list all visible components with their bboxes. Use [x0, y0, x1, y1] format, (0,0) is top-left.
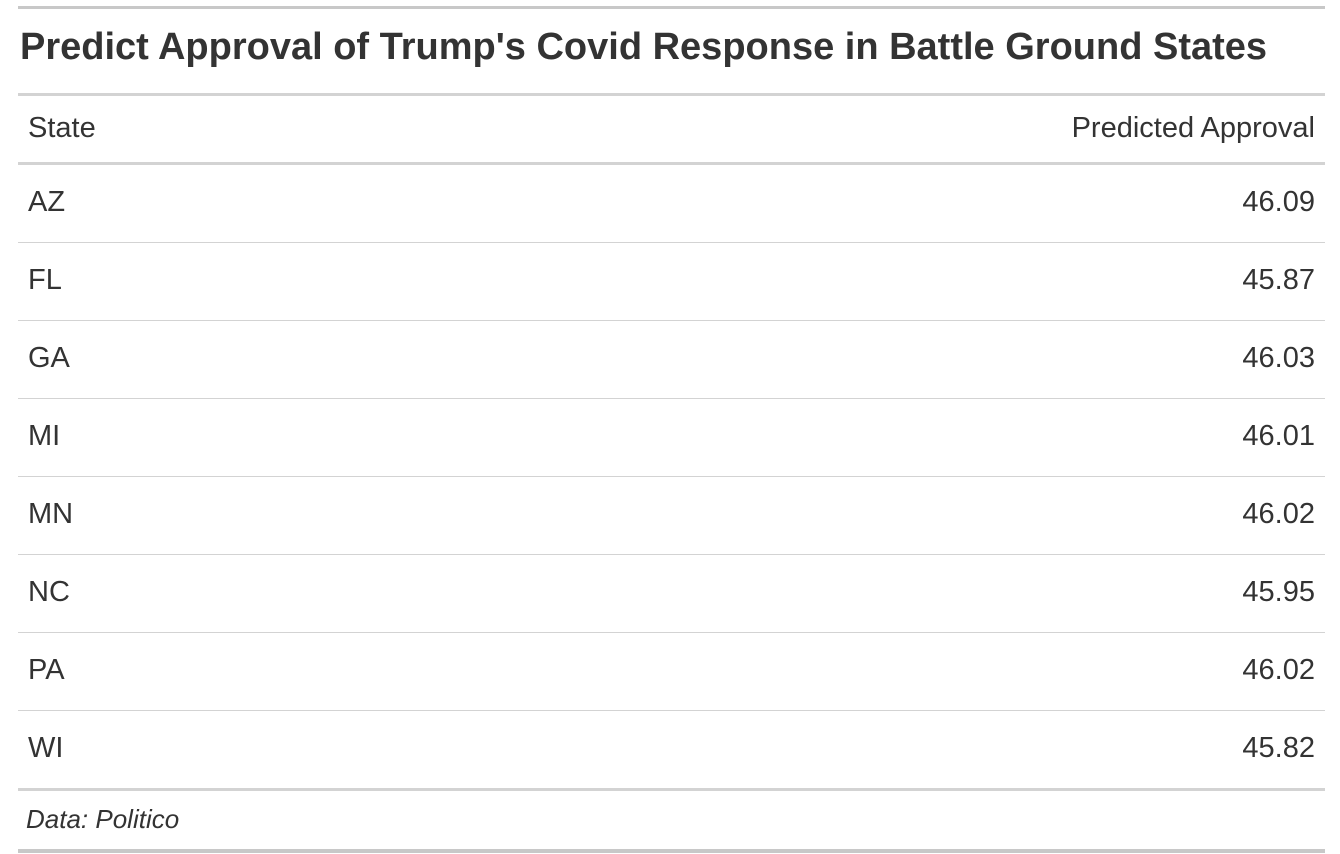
footer-border	[18, 849, 1325, 853]
state-cell: MI	[28, 420, 61, 452]
state-cell: FL	[28, 264, 62, 296]
state-cell: AZ	[28, 186, 66, 218]
data-table: Predict Approval of Trump's Covid Respon…	[18, 0, 1325, 854]
table-row: PA 46.02	[18, 633, 1325, 711]
approval-cell: 46.01	[1242, 420, 1315, 452]
table-bottom-border	[18, 788, 1325, 791]
header-bottom-border	[18, 162, 1325, 165]
approval-cell: 45.82	[1242, 732, 1315, 764]
table-row: MI 46.01	[18, 399, 1325, 477]
column-header-predicted-approval: Predicted Approval	[1071, 112, 1315, 144]
table-row: GA 46.03	[18, 321, 1325, 399]
header-top-border	[18, 93, 1325, 96]
table-row: MN 46.02	[18, 477, 1325, 555]
source-note: Data: Politico	[26, 804, 180, 834]
state-cell: WI	[28, 732, 64, 764]
approval-cell: 46.03	[1242, 342, 1315, 374]
approval-cell: 45.87	[1242, 264, 1315, 296]
table-title: Predict Approval of Trump's Covid Respon…	[20, 26, 1268, 68]
state-cell: NC	[28, 576, 70, 608]
state-cell: PA	[28, 654, 65, 686]
approval-cell: 46.09	[1242, 186, 1315, 218]
table-top-border	[18, 6, 1325, 9]
table-row: NC 45.95	[18, 555, 1325, 633]
approval-cell: 45.95	[1242, 576, 1315, 608]
state-cell: GA	[28, 342, 70, 374]
table-row: WI 45.82	[18, 711, 1325, 789]
column-header-state: State	[28, 112, 96, 144]
table-body: AZ 46.09 FL 45.87 GA 46.03 MI 46.01 MN 4…	[18, 165, 1325, 789]
table-row: AZ 46.09	[18, 165, 1325, 243]
column-header-row: State Predicted Approval	[18, 96, 1325, 162]
state-cell: MN	[28, 498, 74, 530]
approval-cell: 46.02	[1242, 654, 1315, 686]
table-row: FL 45.87	[18, 243, 1325, 321]
approval-cell: 46.02	[1242, 498, 1315, 530]
